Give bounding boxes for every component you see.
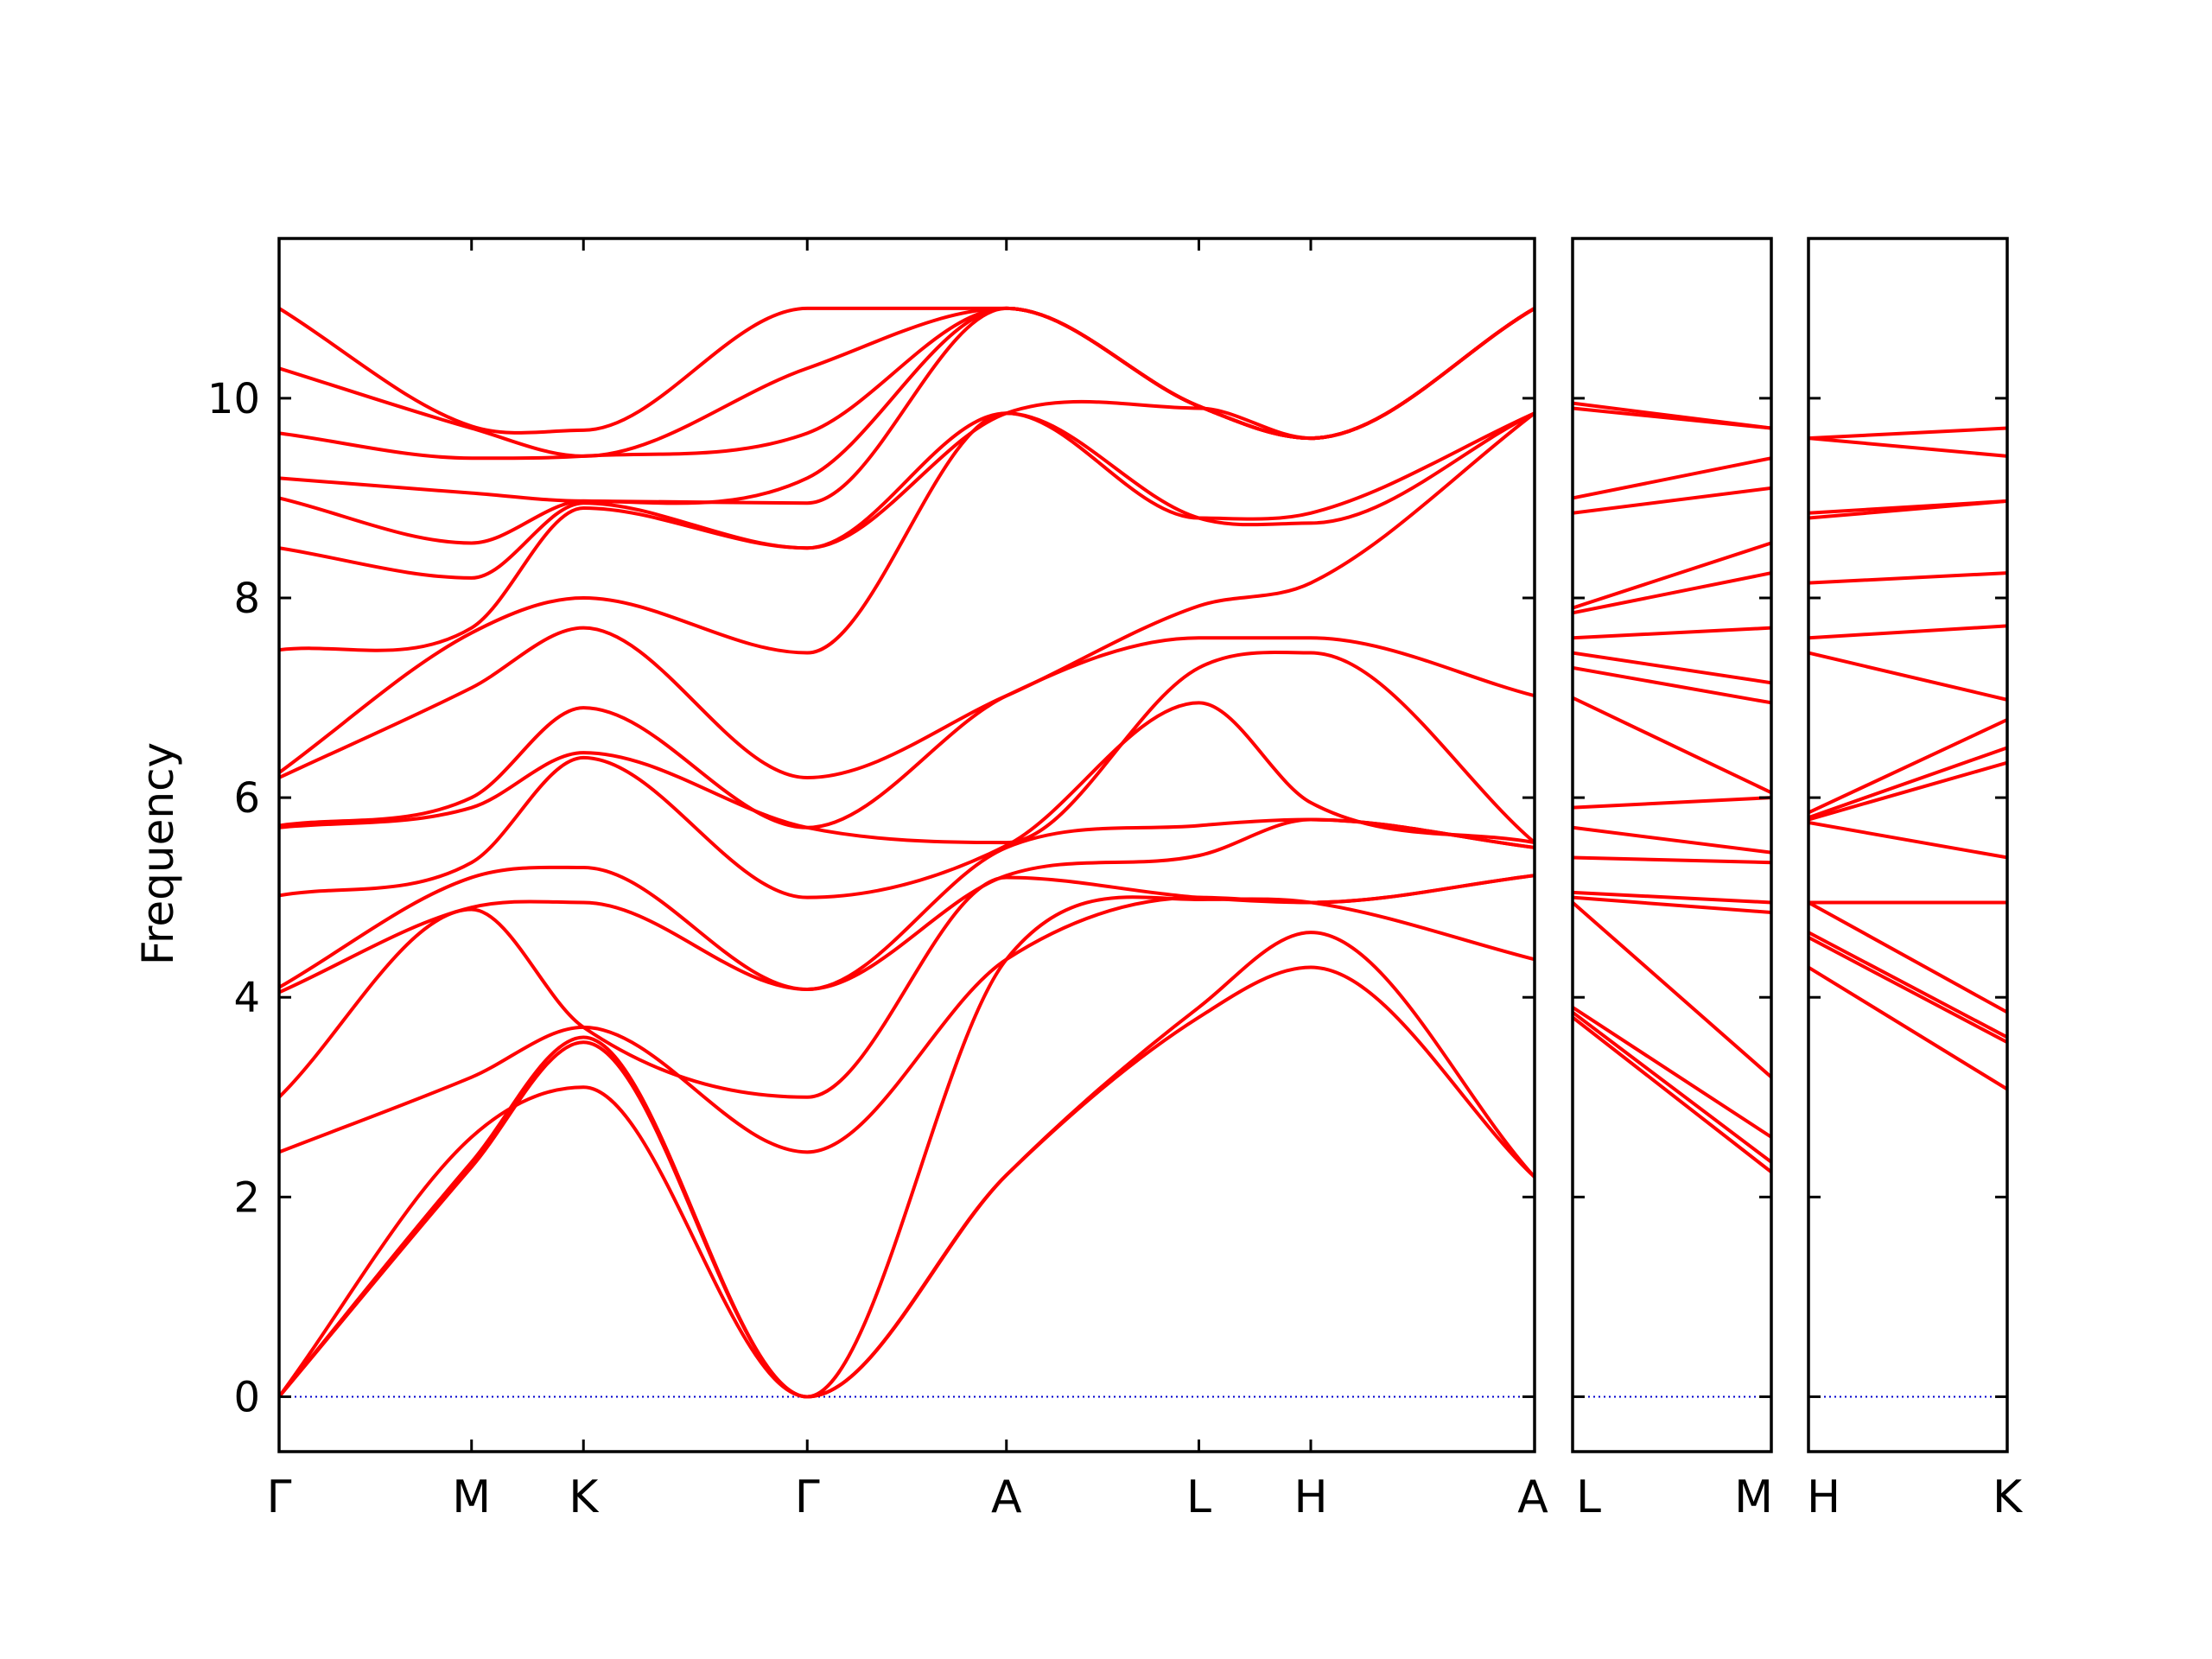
phonon-band-19 <box>279 306 1535 441</box>
phonon-band-6 <box>1573 890 1771 905</box>
x-tick-label: A <box>1517 1471 1548 1523</box>
x-tick-label: L <box>1576 1471 1601 1523</box>
phonon-band-4 <box>1808 900 2007 1014</box>
phonon-band-7 <box>1808 760 2007 822</box>
phonon-band-19 <box>1573 401 1771 430</box>
phonon-band-1 <box>1573 1015 1771 1174</box>
y-axis-title: Frequency <box>133 742 183 965</box>
phonon-band-9 <box>1573 796 1771 810</box>
x-tick-label: K <box>569 1471 600 1523</box>
phonon-band-12 <box>1808 571 2007 585</box>
phonon-band-14 <box>1573 571 1771 615</box>
phonon-band-3 <box>1808 931 2007 1039</box>
panel-1: Γ M K Γ A L H A 0 2 4 6 8 10 <box>207 237 1548 1523</box>
phonon-band-7 <box>279 817 1535 991</box>
bands-group <box>279 306 1535 1399</box>
x-tick-label: Γ <box>795 1471 820 1523</box>
phonon-band-3 <box>279 895 1535 1399</box>
x-tick-label: L <box>1186 1471 1211 1523</box>
phonon-band-12 <box>279 411 1535 774</box>
phonon-band-8 <box>1573 825 1771 855</box>
phonon-band-16 <box>1808 426 2007 441</box>
phonon-band-5 <box>1573 895 1771 914</box>
phonon-band-17 <box>1573 456 1771 500</box>
phonon-band-8 <box>279 701 1535 899</box>
y-tick-label: 8 <box>233 575 260 623</box>
x-tick-label: M <box>452 1471 491 1523</box>
phonon-band-11 <box>1808 624 2007 640</box>
phonon-band-10 <box>279 636 1535 830</box>
phonon-band-9 <box>1808 718 2007 815</box>
phonon-band-11 <box>1573 665 1771 705</box>
phonon-band-2 <box>1808 936 2007 1044</box>
phonon-band-7 <box>1573 855 1771 865</box>
panel-frame <box>1571 237 1773 1453</box>
phonon-band-16 <box>1573 486 1771 515</box>
phonon-band-8 <box>1808 746 2007 820</box>
y-tick-label: 4 <box>233 974 260 1022</box>
bands-group <box>1573 401 1771 1174</box>
x-tick-label: M <box>1734 1471 1773 1523</box>
phonon-band-12 <box>1573 651 1771 685</box>
y-tick-label: 2 <box>233 1173 260 1222</box>
phonon-band-5 <box>279 874 1535 1099</box>
x-tick-label: A <box>991 1471 1022 1523</box>
phonon-band-2 <box>1573 1010 1771 1164</box>
phonon-band-3 <box>1573 1006 1771 1139</box>
x-tick-label: Γ <box>267 1471 292 1523</box>
phonon-band-13 <box>279 411 1535 652</box>
phonon-band-13 <box>1573 626 1771 640</box>
bands-group <box>1808 426 2007 1091</box>
phonon-band-10 <box>1808 651 2007 702</box>
x-tick-label: H <box>1294 1471 1327 1523</box>
phonon-band-1 <box>1808 965 2007 1091</box>
panel-frame <box>1807 237 2009 1453</box>
phonon-band-10 <box>1573 696 1771 795</box>
phonon-band-6 <box>1808 821 2007 860</box>
panel-frame <box>277 237 1536 1453</box>
x-tick-label: K <box>1993 1471 2024 1523</box>
phonon-band-11 <box>279 411 1535 779</box>
phonon-band-15 <box>1808 436 2007 458</box>
y-tick-label: 6 <box>233 774 260 823</box>
y-tick-label: 10 <box>207 375 260 423</box>
phonon-band-4 <box>1573 900 1771 1079</box>
x-tick-label: H <box>1807 1471 1840 1523</box>
phonon-band-15 <box>1573 541 1771 610</box>
phonon-band-2 <box>279 931 1535 1399</box>
phonon-band-9 <box>279 651 1535 845</box>
y-tick-label: 0 <box>233 1373 260 1421</box>
phonon-band-14 <box>1808 499 2007 515</box>
